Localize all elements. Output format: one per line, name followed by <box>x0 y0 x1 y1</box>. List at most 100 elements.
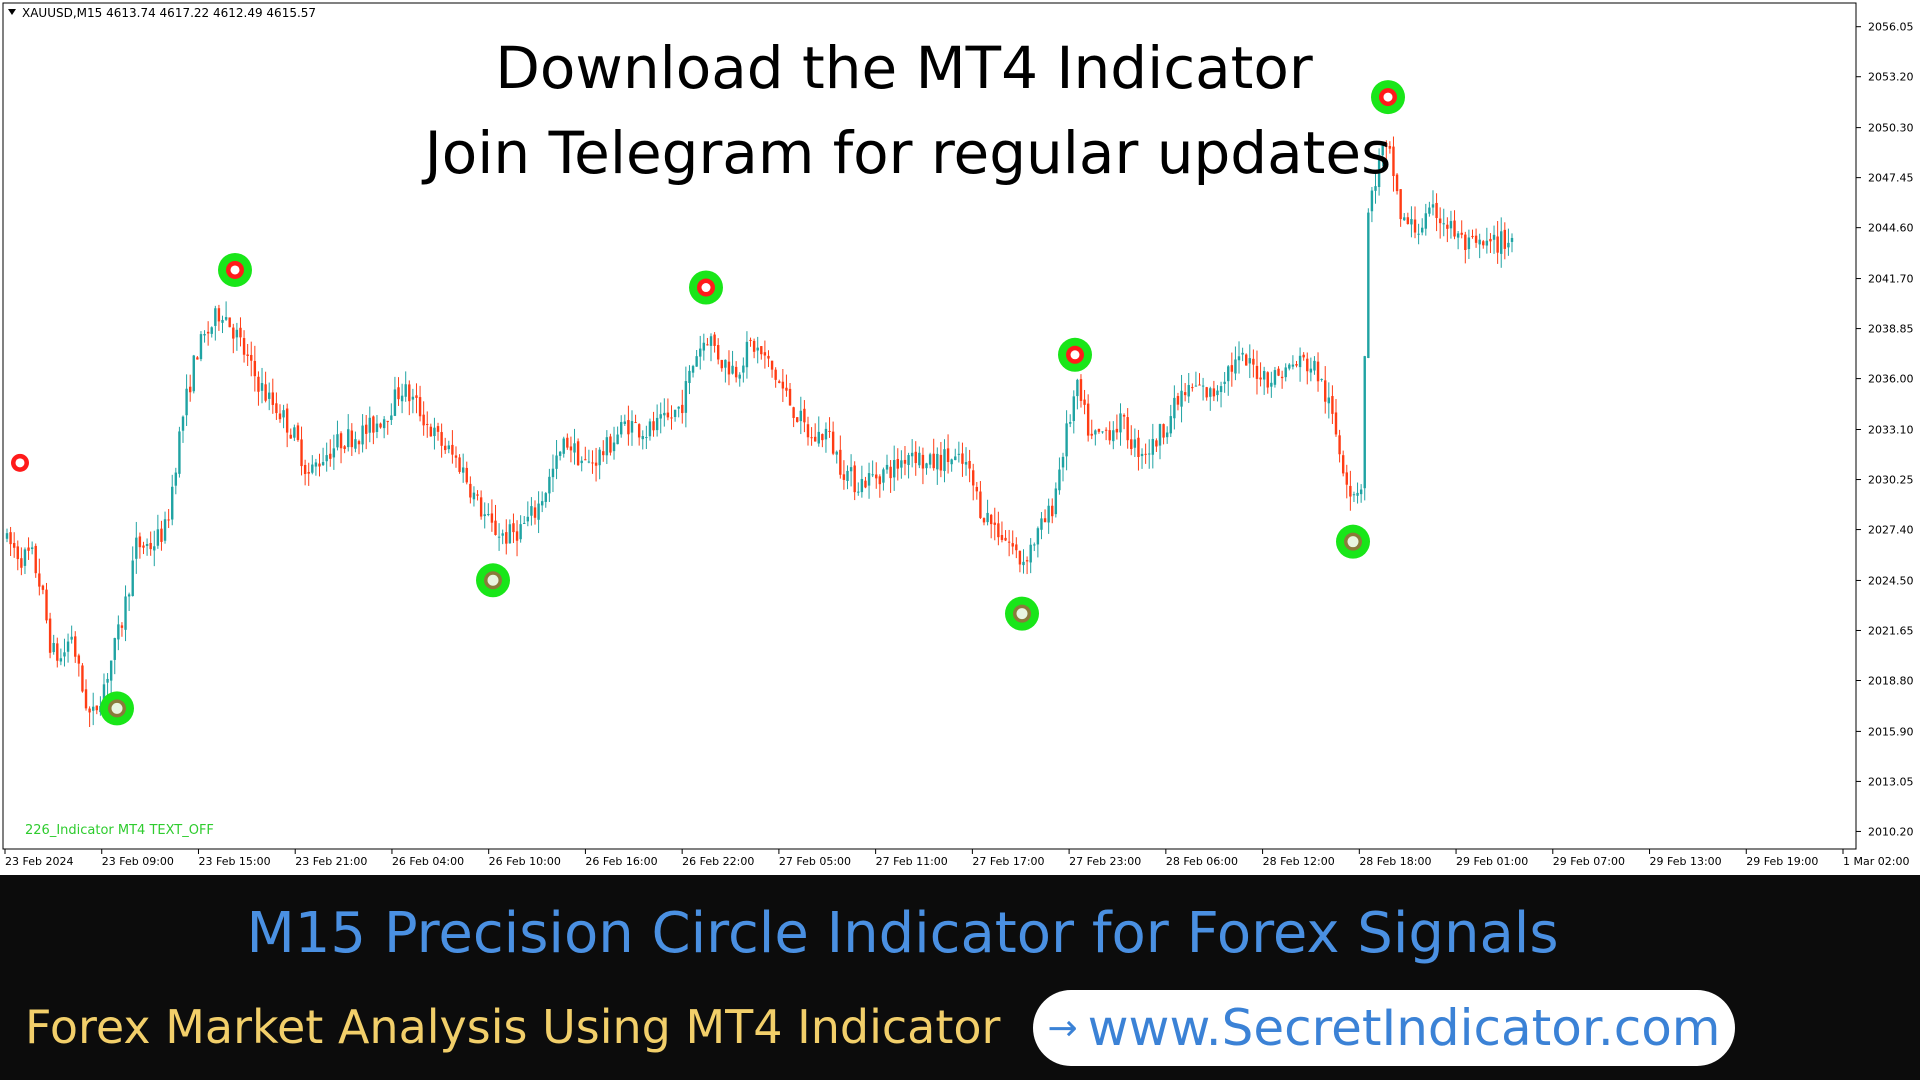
candle-body <box>1097 428 1101 432</box>
candle-body <box>20 558 23 568</box>
candle-body <box>451 444 454 455</box>
candle-body <box>1338 435 1341 455</box>
candle-body <box>831 431 835 454</box>
candle-body <box>1029 544 1032 563</box>
candle-body <box>253 360 257 377</box>
candle-body <box>1478 239 1481 245</box>
candle-body <box>756 347 759 351</box>
candle-body <box>382 419 386 429</box>
price-axis: 2056.05 2053.20 2050.30 2047.45 2044.60 2041.… <box>1856 21 1914 838</box>
candle-body <box>512 523 515 533</box>
candle-body <box>1000 535 1004 540</box>
candle-body <box>533 507 537 518</box>
candle-body <box>1086 403 1090 436</box>
candle-body <box>1004 537 1007 541</box>
candle-body <box>41 585 45 590</box>
candle-body <box>1507 242 1510 248</box>
candle-body <box>885 464 889 470</box>
candle-body <box>842 474 846 480</box>
time-tick-label: 27 Feb 23:00 <box>1069 855 1141 868</box>
candle-body <box>627 420 630 435</box>
candle-body <box>605 437 609 456</box>
candle-body <box>242 338 246 355</box>
symbol-header: XAUUSD,M15 4613.74 4617.22 4612.49 4615.… <box>22 6 316 20</box>
time-tick-label: 27 Feb 05:00 <box>779 855 851 868</box>
candle-body <box>620 422 623 435</box>
candle-body <box>1255 365 1259 379</box>
candle-body <box>1007 541 1011 543</box>
candle-body <box>957 453 961 455</box>
candle-body <box>634 422 637 424</box>
candle-body <box>490 513 494 523</box>
website-url[interactable]: www.SecretIndicator.com <box>1087 999 1721 1057</box>
price-chart[interactable]: 2056.05 2053.20 2050.30 2047.45 2044.60 2041.… <box>0 0 1920 875</box>
candle-body <box>1234 359 1237 374</box>
time-tick-label: 26 Feb 10:00 <box>489 855 561 868</box>
candle-body <box>1410 219 1413 225</box>
candle-body <box>781 381 785 389</box>
candle-body <box>1403 217 1406 221</box>
candle-body <box>1324 380 1327 402</box>
header-dropdown-icon[interactable] <box>8 9 16 15</box>
candle-body <box>1302 354 1305 358</box>
candle-body <box>580 460 583 464</box>
candle-body <box>774 369 777 380</box>
candle-body <box>339 433 343 449</box>
candle-body <box>1313 360 1316 371</box>
candle-body <box>540 501 544 506</box>
candle-body <box>102 684 106 705</box>
candle-body <box>1464 234 1467 250</box>
candle-body <box>497 536 501 538</box>
candle-body <box>217 308 221 322</box>
candle-body <box>695 356 698 367</box>
candle-body <box>160 528 163 542</box>
candle-body <box>1259 377 1262 380</box>
candle-body <box>1148 453 1151 455</box>
candle-body <box>573 443 576 453</box>
candle-body <box>835 451 838 455</box>
candle-body <box>1022 561 1025 566</box>
sell-signal-center <box>1070 350 1080 360</box>
candle-body <box>846 470 849 482</box>
candle-body <box>982 518 986 523</box>
candle-body <box>785 387 788 391</box>
candle-body <box>878 476 882 485</box>
website-link[interactable]: → www.SecretIndicator.com <box>1033 990 1735 1066</box>
candle-body <box>1112 430 1115 442</box>
candle-body <box>562 438 565 454</box>
candle-body <box>30 547 34 550</box>
candle-body <box>454 455 458 458</box>
candle-body <box>74 636 77 657</box>
candle-body <box>1489 238 1492 242</box>
candle-body <box>1173 397 1176 419</box>
price-tick-label: 2053.20 <box>1868 71 1914 84</box>
chart-area[interactable]: 2056.05 2053.20 2050.30 2047.45 2044.60 2041.… <box>0 0 1920 875</box>
candle-body <box>167 519 170 521</box>
candle-body <box>1453 220 1456 237</box>
candle-body <box>361 425 364 445</box>
buy-signal-center <box>111 702 123 714</box>
time-tick-label: 23 Feb 09:00 <box>102 855 174 868</box>
candle-body <box>34 545 37 574</box>
candle-body <box>961 453 964 464</box>
candle-body <box>691 366 695 373</box>
candle-body <box>77 655 81 664</box>
candle-body <box>555 455 558 469</box>
candle-body <box>505 532 508 544</box>
candle-body <box>587 461 591 463</box>
candle-body <box>289 434 292 439</box>
candle-body <box>857 491 860 493</box>
candle-body <box>684 381 688 413</box>
candle-body <box>1237 356 1241 361</box>
candle-body <box>95 705 98 711</box>
candle-body <box>1108 430 1111 441</box>
candle-body <box>558 451 562 456</box>
candle-body <box>494 520 497 535</box>
candle-body <box>1058 469 1061 491</box>
candle-body <box>1442 223 1445 225</box>
candle-body <box>645 437 648 439</box>
candle-body <box>972 470 975 486</box>
candle-body <box>770 360 774 370</box>
caption-subtitle: Forex Market Analysis Using MT4 Indicato… <box>25 1000 1001 1054</box>
candle-body <box>1316 361 1320 382</box>
